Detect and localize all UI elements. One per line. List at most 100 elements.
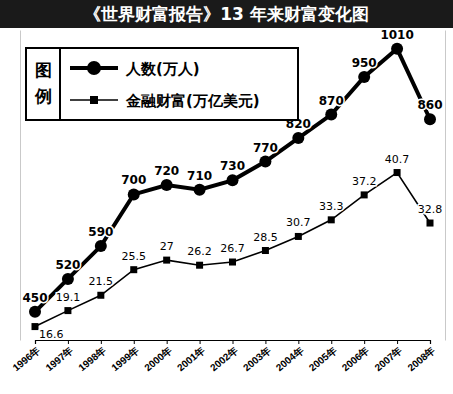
data-label: 21.5 bbox=[89, 275, 114, 288]
y-axis-line bbox=[20, 31, 21, 341]
marker bbox=[259, 156, 271, 168]
x-tick-label: 2000年 bbox=[142, 344, 174, 373]
legend: 图例 人数(万人) 金融财富(万亿美元) bbox=[26, 48, 298, 120]
x-axis-line bbox=[36, 341, 431, 345]
marker bbox=[62, 273, 74, 285]
data-label: 950 bbox=[352, 56, 377, 70]
data-label: 33.3 bbox=[319, 200, 344, 213]
x-tick-label: 1997年 bbox=[43, 344, 75, 373]
legend-label: 人数(万人) bbox=[125, 60, 200, 78]
data-label: 860 bbox=[417, 98, 442, 112]
legend-title: 图例 bbox=[34, 60, 52, 106]
marker bbox=[196, 262, 203, 269]
x-tick-label: 2005年 bbox=[307, 344, 339, 373]
x-tick: 2007年 bbox=[373, 340, 405, 373]
x-tick-label: 2008年 bbox=[405, 344, 437, 373]
marker bbox=[358, 71, 370, 83]
data-label: 32.8 bbox=[418, 203, 443, 216]
data-label: 450 bbox=[22, 291, 47, 305]
marker bbox=[325, 109, 337, 121]
x-tick-mark bbox=[101, 340, 102, 344]
x-tick-mark bbox=[134, 340, 135, 344]
y2-axis-line bbox=[445, 31, 446, 341]
data-label: 720 bbox=[154, 164, 179, 178]
x-tick-mark bbox=[233, 340, 234, 344]
x-tick-mark bbox=[298, 340, 299, 344]
x-tick: 2008年 bbox=[405, 340, 437, 373]
legend-divider bbox=[59, 48, 61, 120]
x-tick: 2001年 bbox=[175, 340, 207, 373]
marker bbox=[391, 43, 403, 55]
x-tick-label: 2007年 bbox=[373, 344, 405, 373]
data-label: 710 bbox=[187, 169, 212, 183]
marker bbox=[128, 188, 140, 200]
title-background bbox=[0, 0, 453, 28]
x-tick-mark bbox=[331, 340, 332, 344]
title: 《世界财富报告》13 年来财富变化图 bbox=[84, 4, 369, 24]
marker bbox=[394, 169, 401, 176]
data-labels: 4505205907007207107307708208709501010860… bbox=[22, 28, 442, 341]
data-label: 730 bbox=[220, 159, 245, 173]
x-tick: 2004年 bbox=[274, 340, 306, 373]
x-tick: 2000年 bbox=[142, 340, 174, 373]
x-tick-mark bbox=[200, 340, 201, 344]
data-label: 870 bbox=[319, 94, 344, 108]
x-tick-mark bbox=[265, 340, 266, 344]
legend-box bbox=[26, 48, 298, 120]
marker bbox=[262, 247, 269, 254]
x-tick-label: 1999年 bbox=[109, 344, 141, 373]
data-label: 40.7 bbox=[385, 153, 410, 166]
x-tick-mark bbox=[68, 340, 69, 344]
marker bbox=[95, 240, 107, 252]
x-tick-label: 2001年 bbox=[175, 344, 207, 373]
x-tick-mark bbox=[167, 340, 168, 344]
x-tick-label: 2002年 bbox=[208, 344, 240, 373]
x-tick-label: 1996年 bbox=[10, 344, 42, 373]
data-label: 19.1 bbox=[56, 291, 81, 304]
x-tick-mark bbox=[35, 340, 36, 344]
marker bbox=[361, 191, 368, 198]
marker bbox=[328, 216, 335, 223]
x-tick: 1998年 bbox=[76, 340, 108, 373]
marker bbox=[229, 259, 236, 266]
marker bbox=[130, 266, 137, 273]
marker bbox=[32, 323, 39, 330]
legend-label: 金融财富(万亿美元) bbox=[125, 92, 260, 110]
marker bbox=[295, 233, 302, 240]
marker bbox=[97, 292, 104, 299]
x-tick-label: 1998年 bbox=[76, 344, 108, 373]
y2-axis bbox=[445, 31, 446, 341]
x-tick: 1996年 bbox=[10, 340, 42, 373]
x-tick: 1999年 bbox=[109, 340, 141, 373]
data-label: 700 bbox=[121, 173, 146, 187]
data-label: 16.6 bbox=[39, 328, 64, 341]
x-tick-mark bbox=[397, 340, 398, 344]
chart: 《世界财富报告》13 年来财富变化图1996年1997年1998年1999年20… bbox=[0, 0, 453, 394]
x-tick: 1997年 bbox=[43, 340, 75, 373]
x-tick-label: 2003年 bbox=[241, 344, 273, 373]
marker bbox=[64, 307, 71, 314]
data-label: 770 bbox=[253, 141, 278, 155]
x-tick-label: 2006年 bbox=[340, 344, 372, 373]
x-tick: 2005年 bbox=[307, 340, 339, 373]
data-label: 26.7 bbox=[220, 242, 245, 255]
marker bbox=[424, 113, 436, 125]
marker bbox=[427, 220, 434, 227]
marker bbox=[194, 184, 206, 196]
x-tick: 2002年 bbox=[208, 340, 240, 373]
x-tick: 2003年 bbox=[241, 340, 273, 373]
series-line bbox=[35, 173, 430, 327]
data-label: 590 bbox=[88, 225, 113, 239]
x-tick: 2006年 bbox=[340, 340, 372, 373]
legend-marker bbox=[87, 61, 101, 75]
marker bbox=[163, 257, 170, 264]
x-axis: 1996年1997年1998年1999年2000年2001年2002年2003年… bbox=[10, 340, 437, 373]
x-tick-mark bbox=[364, 340, 365, 344]
data-label: 28.5 bbox=[253, 231, 278, 244]
data-label: 25.5 bbox=[122, 250, 147, 263]
data-label: 1010 bbox=[380, 28, 413, 42]
marker bbox=[227, 174, 239, 186]
data-label: 30.7 bbox=[286, 216, 311, 229]
marker bbox=[29, 306, 41, 318]
data-label: 27 bbox=[160, 240, 174, 253]
